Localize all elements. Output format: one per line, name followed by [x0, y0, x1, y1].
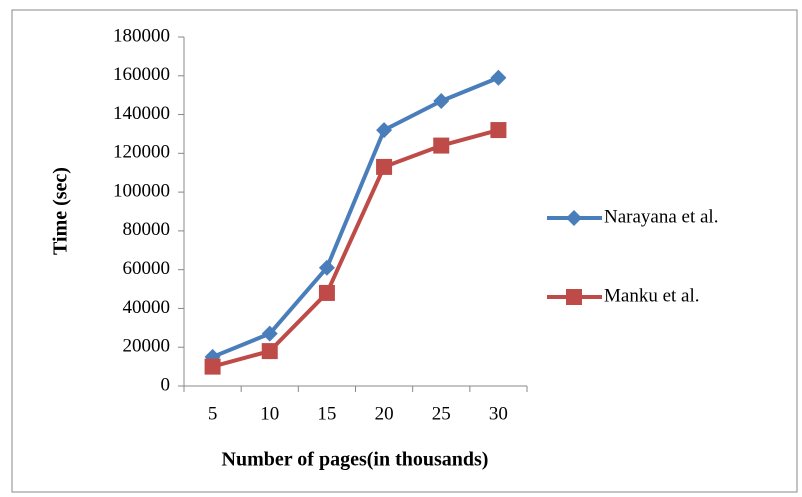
- data-point: [433, 92, 450, 109]
- x-tick-label: 5: [208, 403, 218, 424]
- data-point: [376, 158, 393, 175]
- y-tick-label: 160000: [113, 64, 170, 85]
- data-point: [318, 259, 335, 276]
- y-tick-label: 0: [161, 374, 171, 395]
- x-axis-title: Number of pages(in thousands): [222, 449, 489, 471]
- data-point: [490, 122, 507, 139]
- legend-marker: [566, 289, 582, 305]
- legend-marker: [566, 210, 582, 226]
- y-tick-label: 120000: [113, 142, 170, 163]
- data-point: [490, 69, 507, 86]
- series-line: [212, 128, 499, 369]
- y-tick-label: 140000: [113, 103, 170, 124]
- legend-label: Narayana et al.: [604, 206, 718, 227]
- data-point: [261, 325, 278, 342]
- data-point: [261, 343, 278, 360]
- chart-border: [11, 9, 798, 493]
- x-tick-label: 10: [260, 403, 279, 424]
- y-tick-label: 100000: [113, 180, 170, 201]
- legend-label: Manku et al.: [604, 285, 700, 306]
- data-point: [318, 284, 335, 301]
- x-tick-label: 30: [489, 403, 508, 424]
- data-point: [376, 122, 393, 139]
- data-point: [204, 358, 221, 375]
- y-tick-label: 40000: [123, 297, 171, 318]
- series-line: [211, 75, 500, 359]
- y-tick-label: 60000: [123, 258, 171, 279]
- y-tick-label: 80000: [123, 219, 171, 240]
- x-tick-label: 15: [317, 403, 336, 424]
- x-tick-label: 20: [375, 403, 394, 424]
- y-axis-title: Time (sec): [50, 167, 72, 255]
- data-point: [433, 137, 450, 154]
- y-tick-label: 20000: [123, 336, 171, 357]
- y-tick-label: 180000: [113, 25, 170, 46]
- x-tick-label: 25: [432, 403, 451, 424]
